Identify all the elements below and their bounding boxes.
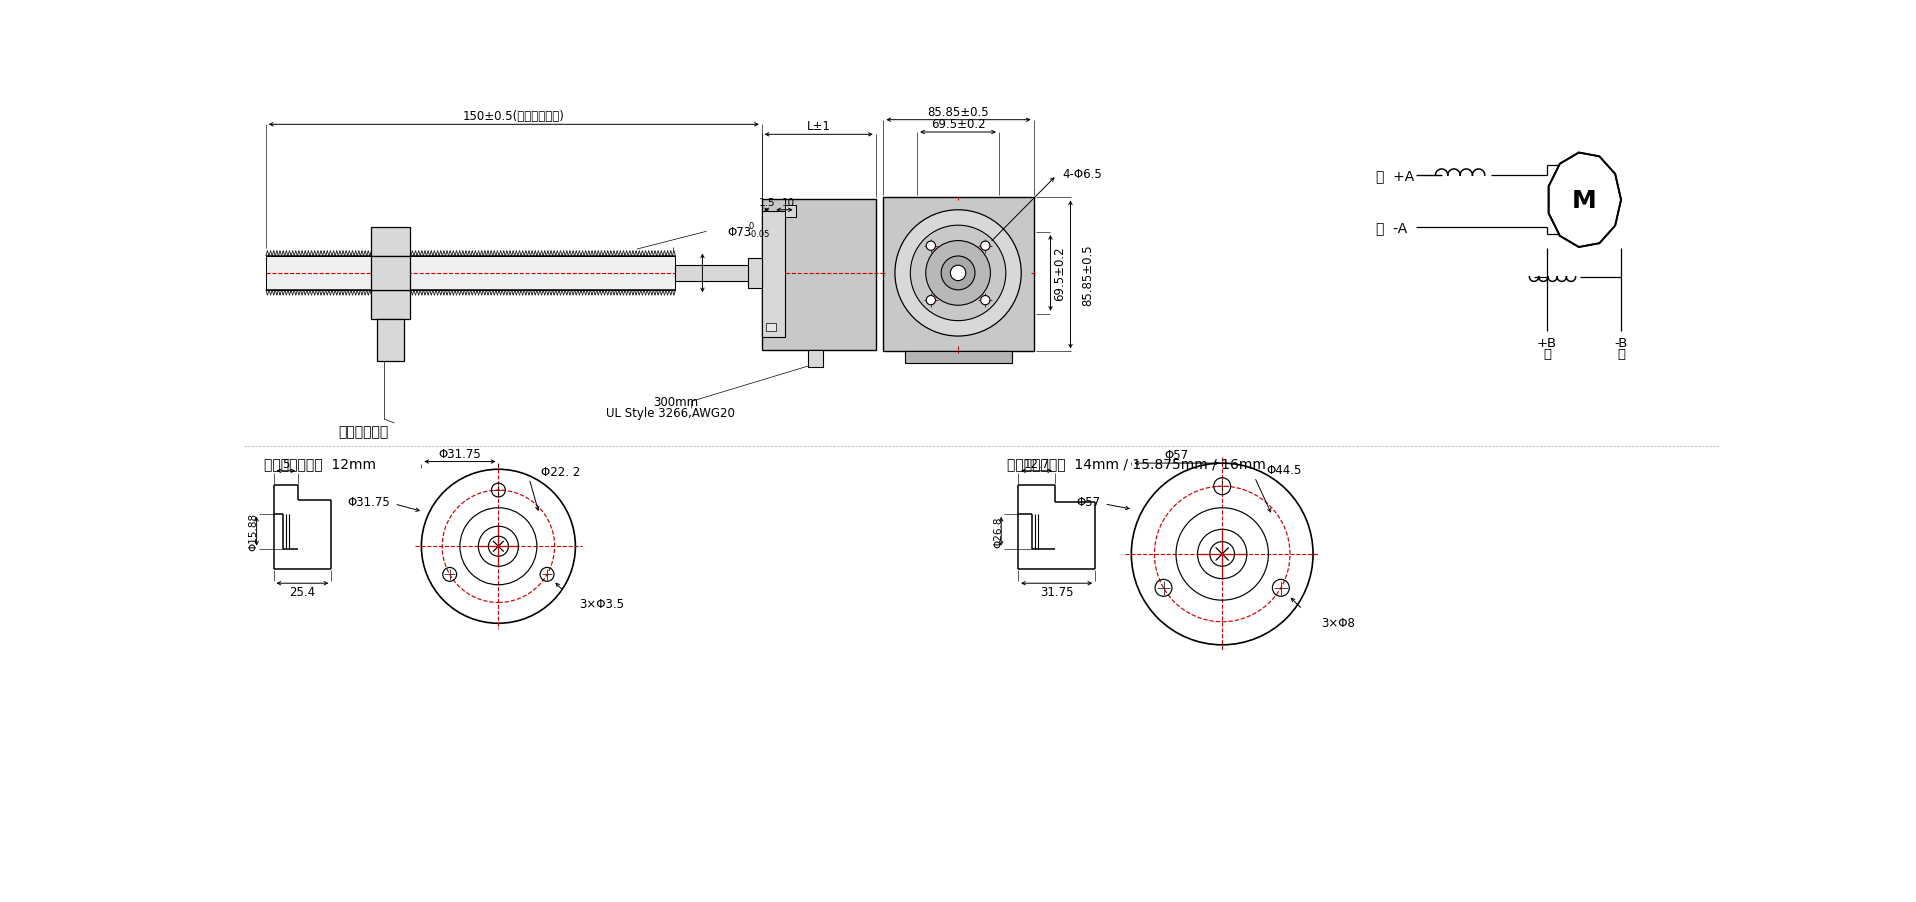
Bar xyxy=(809,351,824,367)
Text: 10: 10 xyxy=(782,198,795,207)
Text: 梯型絲杆直徑：  14mm / 15.875mm / 16mm: 梯型絲杆直徑： 14mm / 15.875mm / 16mm xyxy=(1006,456,1265,471)
Bar xyxy=(377,319,404,362)
Text: L±1: L±1 xyxy=(807,120,832,133)
Text: 外部線性螺母: 外部線性螺母 xyxy=(339,424,389,438)
Text: 5: 5 xyxy=(282,457,289,470)
Bar xyxy=(372,290,410,319)
Circle shape xyxy=(981,242,991,251)
Circle shape xyxy=(925,296,935,306)
Circle shape xyxy=(1130,464,1312,645)
Text: 69.5±0.2: 69.5±0.2 xyxy=(1054,246,1065,301)
Text: M: M xyxy=(1571,189,1596,213)
Text: 31.75: 31.75 xyxy=(1040,585,1073,599)
Text: Φ31.75: Φ31.75 xyxy=(349,495,391,509)
Text: 25.4: 25.4 xyxy=(289,585,316,599)
Circle shape xyxy=(895,210,1021,336)
Circle shape xyxy=(981,296,991,306)
Text: Φ73: Φ73 xyxy=(728,226,751,238)
Text: 4-Φ6.5: 4-Φ6.5 xyxy=(1061,168,1102,181)
Text: 藍  -A: 藍 -A xyxy=(1376,220,1408,235)
Polygon shape xyxy=(1548,153,1621,248)
Text: Φ26.8: Φ26.8 xyxy=(992,516,1004,547)
Circle shape xyxy=(941,257,975,290)
Bar xyxy=(786,206,795,218)
Text: Φ44.5: Φ44.5 xyxy=(1266,464,1303,476)
Bar xyxy=(763,212,786,337)
Bar xyxy=(883,198,1033,352)
Text: -0.05: -0.05 xyxy=(749,230,770,239)
Bar xyxy=(747,258,763,289)
Text: 綠: 綠 xyxy=(1542,348,1552,361)
Bar xyxy=(904,352,1012,364)
Text: +B: +B xyxy=(1537,337,1558,350)
Text: Φ15.88: Φ15.88 xyxy=(249,512,259,550)
Text: 12.7: 12.7 xyxy=(1023,457,1050,470)
Text: Φ57: Φ57 xyxy=(1077,495,1100,509)
Bar xyxy=(372,227,410,257)
Circle shape xyxy=(925,242,991,306)
Text: UL Style 3266,AWG20: UL Style 3266,AWG20 xyxy=(607,406,736,419)
Text: -B: -B xyxy=(1615,337,1629,350)
Bar xyxy=(372,257,410,290)
Circle shape xyxy=(950,266,966,281)
Circle shape xyxy=(422,470,575,623)
Text: 300mm: 300mm xyxy=(653,396,697,409)
Text: 梯型絲杆直徑：  12mm: 梯型絲杆直徑： 12mm xyxy=(264,456,376,471)
Text: 69.5±0.2: 69.5±0.2 xyxy=(931,118,985,131)
Text: 3×Φ8: 3×Φ8 xyxy=(1320,616,1355,630)
Bar xyxy=(266,257,676,290)
Text: Φ22. 2: Φ22. 2 xyxy=(540,465,581,479)
Text: 黒: 黒 xyxy=(1617,348,1625,361)
Text: 85.85±0.5: 85.85±0.5 xyxy=(1081,244,1094,306)
Text: 85.85±0.5: 85.85±0.5 xyxy=(927,106,989,118)
Text: 1.5: 1.5 xyxy=(759,198,776,207)
Text: 0: 0 xyxy=(749,221,753,230)
Text: 150±0.5(可自定義長度): 150±0.5(可自定義長度) xyxy=(464,110,565,124)
Text: Φ31.75: Φ31.75 xyxy=(439,447,481,460)
Circle shape xyxy=(910,226,1006,321)
Text: 3×Φ3.5: 3×Φ3.5 xyxy=(579,597,625,611)
Bar xyxy=(676,266,763,281)
Text: 紅  +A: 紅 +A xyxy=(1376,169,1414,183)
Text: Φ57: Φ57 xyxy=(1165,448,1188,462)
Circle shape xyxy=(925,242,935,251)
Bar xyxy=(766,324,776,331)
Bar xyxy=(763,199,876,351)
